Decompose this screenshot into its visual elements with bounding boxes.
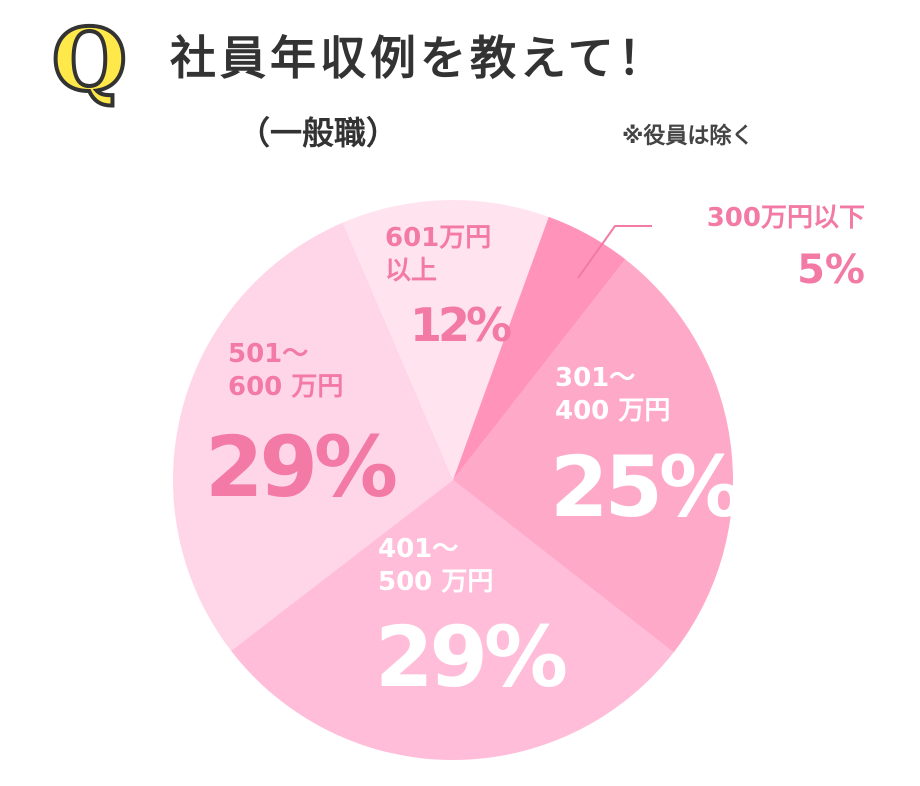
category-label: 300万円以下 [706,203,865,233]
pie-slice [342,200,549,480]
category-label: 301～ 400 万円 [555,363,671,426]
value-label: 25% [550,438,743,536]
pie-slice [453,259,733,653]
pie-slice [173,222,453,651]
value-label: 12% [410,298,512,352]
chart-title: 社員年収例を教えて！ [170,31,668,85]
category-label: 601万円 以上 [385,223,492,286]
pie-slice [231,480,674,761]
chart-subtitle: （一般職） [238,114,399,152]
category-label: 401～ 500 万円 [378,534,494,597]
value-label: 29% [205,418,398,516]
note: ※役員は除く [622,124,754,149]
q-badge: Q [50,10,129,111]
category-label: 501～ 600 万円 [228,339,344,402]
value-label: 5% [797,247,865,293]
leader-line [577,225,652,279]
pie-slice [453,216,626,481]
value-label: 29% [375,608,568,706]
